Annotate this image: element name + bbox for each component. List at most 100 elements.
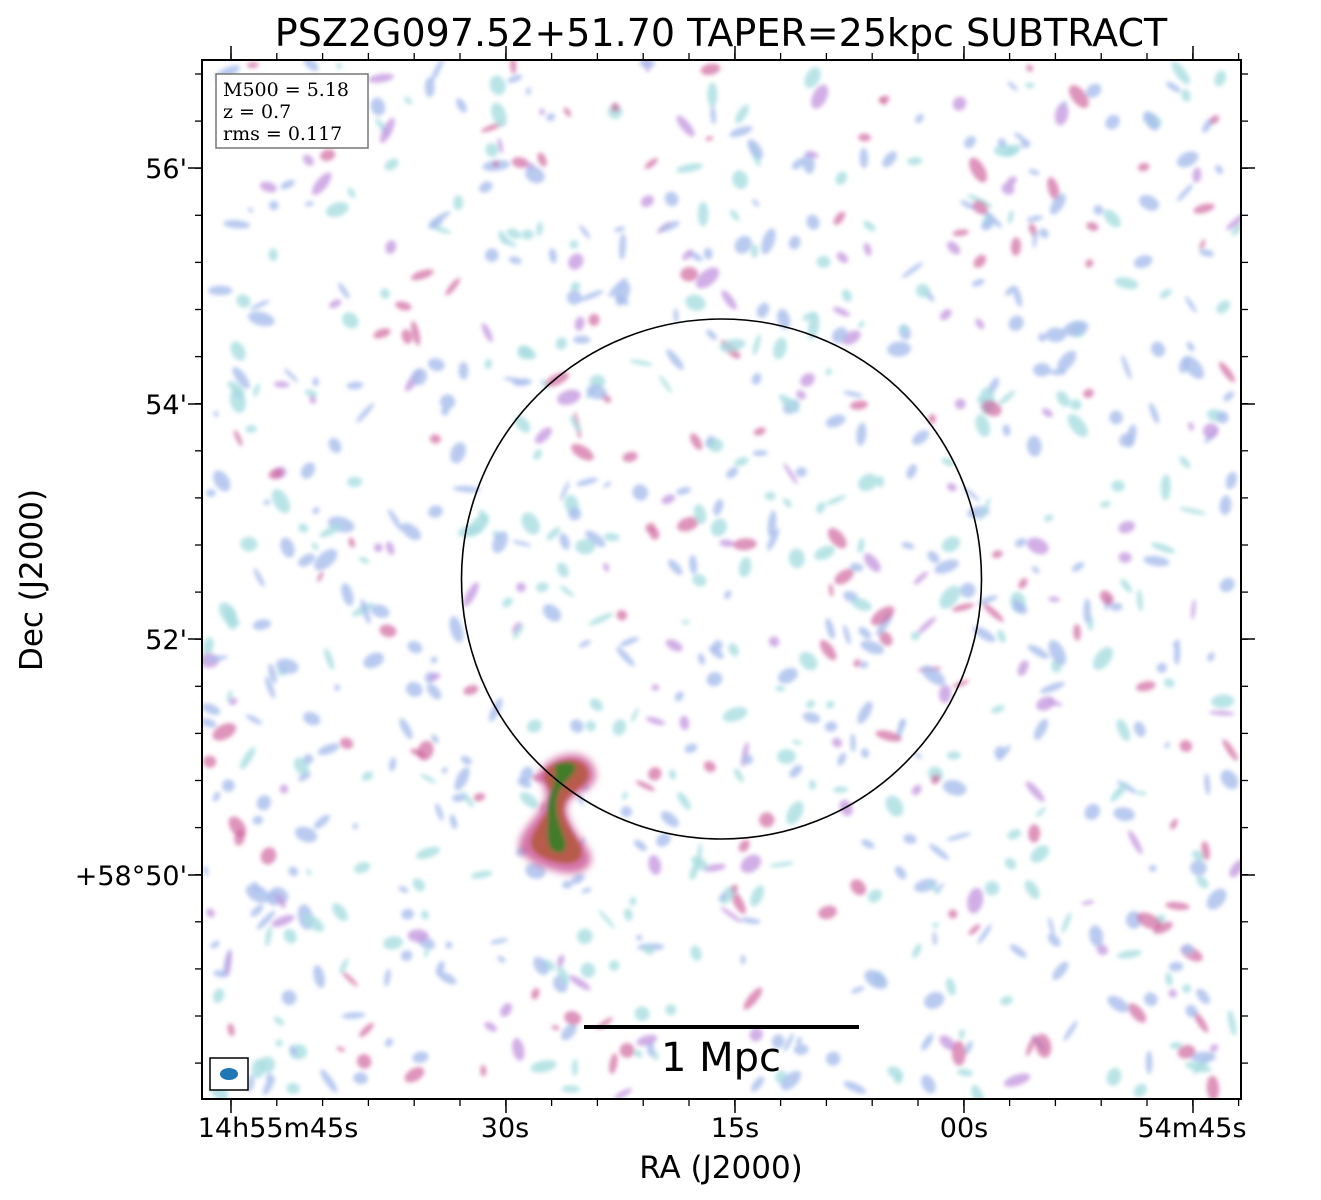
noise-blob — [1027, 644, 1049, 659]
noise-blob — [1047, 933, 1061, 947]
noise-blob — [263, 499, 271, 505]
noise-blob — [430, 60, 445, 82]
noise-blob — [435, 802, 444, 821]
noise-blob — [1185, 1004, 1198, 1018]
noise-blob — [1007, 81, 1018, 91]
noise-blob — [407, 929, 429, 943]
noise-blob — [304, 201, 315, 207]
noise-blob — [373, 543, 383, 553]
noise-blob — [1136, 589, 1143, 612]
noise-blob — [1206, 1075, 1220, 1099]
noise-blob — [1026, 537, 1049, 555]
noise-blob — [1179, 507, 1207, 515]
noise-blob — [268, 663, 277, 684]
noise-blob — [788, 235, 801, 250]
noise-blob — [1193, 203, 1215, 214]
noise-blob — [1008, 315, 1024, 332]
noise-blob — [837, 752, 847, 766]
noise-blob — [728, 643, 739, 657]
noise-blob — [769, 861, 795, 868]
noise-blob — [1002, 144, 1021, 157]
noise-blob — [997, 629, 1006, 643]
noise-blob — [689, 554, 698, 575]
noise-blob — [914, 752, 923, 759]
noise-blob — [1050, 193, 1066, 215]
noise-blob — [302, 914, 325, 932]
noise-blob — [518, 345, 536, 360]
noise-blob — [298, 771, 311, 782]
noise-blob — [1128, 830, 1143, 855]
noise-blob — [719, 539, 735, 547]
noise-blob — [611, 102, 620, 113]
x-tick-label: 15s — [711, 1113, 759, 1144]
noise-blob — [930, 774, 941, 785]
noise-blob — [616, 609, 628, 621]
noise-blob — [370, 604, 390, 618]
noise-blob — [1052, 961, 1069, 981]
noise-blob — [1152, 921, 1173, 934]
noise-blob — [490, 938, 508, 945]
noise-blob — [645, 716, 666, 726]
noise-blob — [341, 583, 354, 606]
noise-blob — [767, 510, 777, 538]
noise-blob — [525, 862, 546, 879]
noise-blob — [1133, 721, 1146, 737]
noise-blob — [863, 242, 872, 256]
noise-blob — [557, 389, 581, 406]
noise-blob — [1137, 790, 1147, 796]
noise-blob — [960, 200, 977, 210]
noise-blob — [795, 467, 807, 478]
noise-blob — [667, 559, 683, 575]
noise-blob — [497, 955, 506, 963]
noise-blob — [1225, 471, 1238, 490]
noise-blob — [1070, 399, 1082, 411]
noise-blob — [703, 247, 713, 260]
noise-blob — [658, 375, 672, 393]
noise-blob — [1083, 388, 1094, 399]
noise-blob — [516, 582, 526, 593]
noise-blob — [560, 480, 570, 501]
noise-blob — [825, 495, 846, 506]
noise-blob — [1033, 362, 1051, 377]
noise-blob — [1176, 183, 1194, 202]
noise-blob — [911, 784, 922, 796]
noise-blob — [460, 755, 472, 765]
noise-blob — [779, 394, 800, 413]
noise-blob — [298, 553, 315, 567]
noise-blob — [1084, 803, 1101, 821]
noise-blob — [1014, 132, 1027, 143]
noise-blob — [312, 377, 319, 387]
y-tick-labels: 56' 54' 52' +58°50' — [75, 154, 187, 892]
y-tick-label: +58°50' — [75, 861, 187, 892]
noise-blob — [900, 324, 908, 333]
noise-blob — [384, 968, 391, 987]
noise-blob — [361, 771, 374, 781]
noise-blob — [484, 248, 499, 263]
noise-blob — [850, 733, 856, 753]
noise-blob — [825, 414, 846, 428]
noise-blob — [319, 523, 344, 538]
noise-blob — [710, 518, 728, 537]
noise-blob — [887, 341, 911, 357]
noise-blob — [750, 885, 765, 907]
noise-emission — [202, 60, 1241, 1099]
noise-blob — [927, 550, 940, 564]
noise-blob — [691, 856, 709, 871]
noise-blob — [1099, 590, 1114, 606]
noise-blob — [245, 425, 257, 433]
noise-blob — [336, 1046, 346, 1052]
noise-blob — [1201, 841, 1210, 861]
noise-blob — [645, 522, 656, 533]
noise-blob — [968, 924, 981, 936]
noise-blob — [789, 764, 803, 778]
noise-blob — [1003, 1073, 1031, 1087]
noise-blob — [1086, 222, 1099, 231]
noise-blob — [710, 106, 717, 125]
noise-blob — [682, 249, 694, 261]
noise-blob — [634, 1006, 650, 1022]
noise-blob — [1163, 678, 1175, 688]
noise-blob — [614, 293, 629, 306]
noise-blob — [202, 703, 221, 715]
noise-blob — [1219, 495, 1232, 516]
noise-blob — [561, 1085, 581, 1093]
